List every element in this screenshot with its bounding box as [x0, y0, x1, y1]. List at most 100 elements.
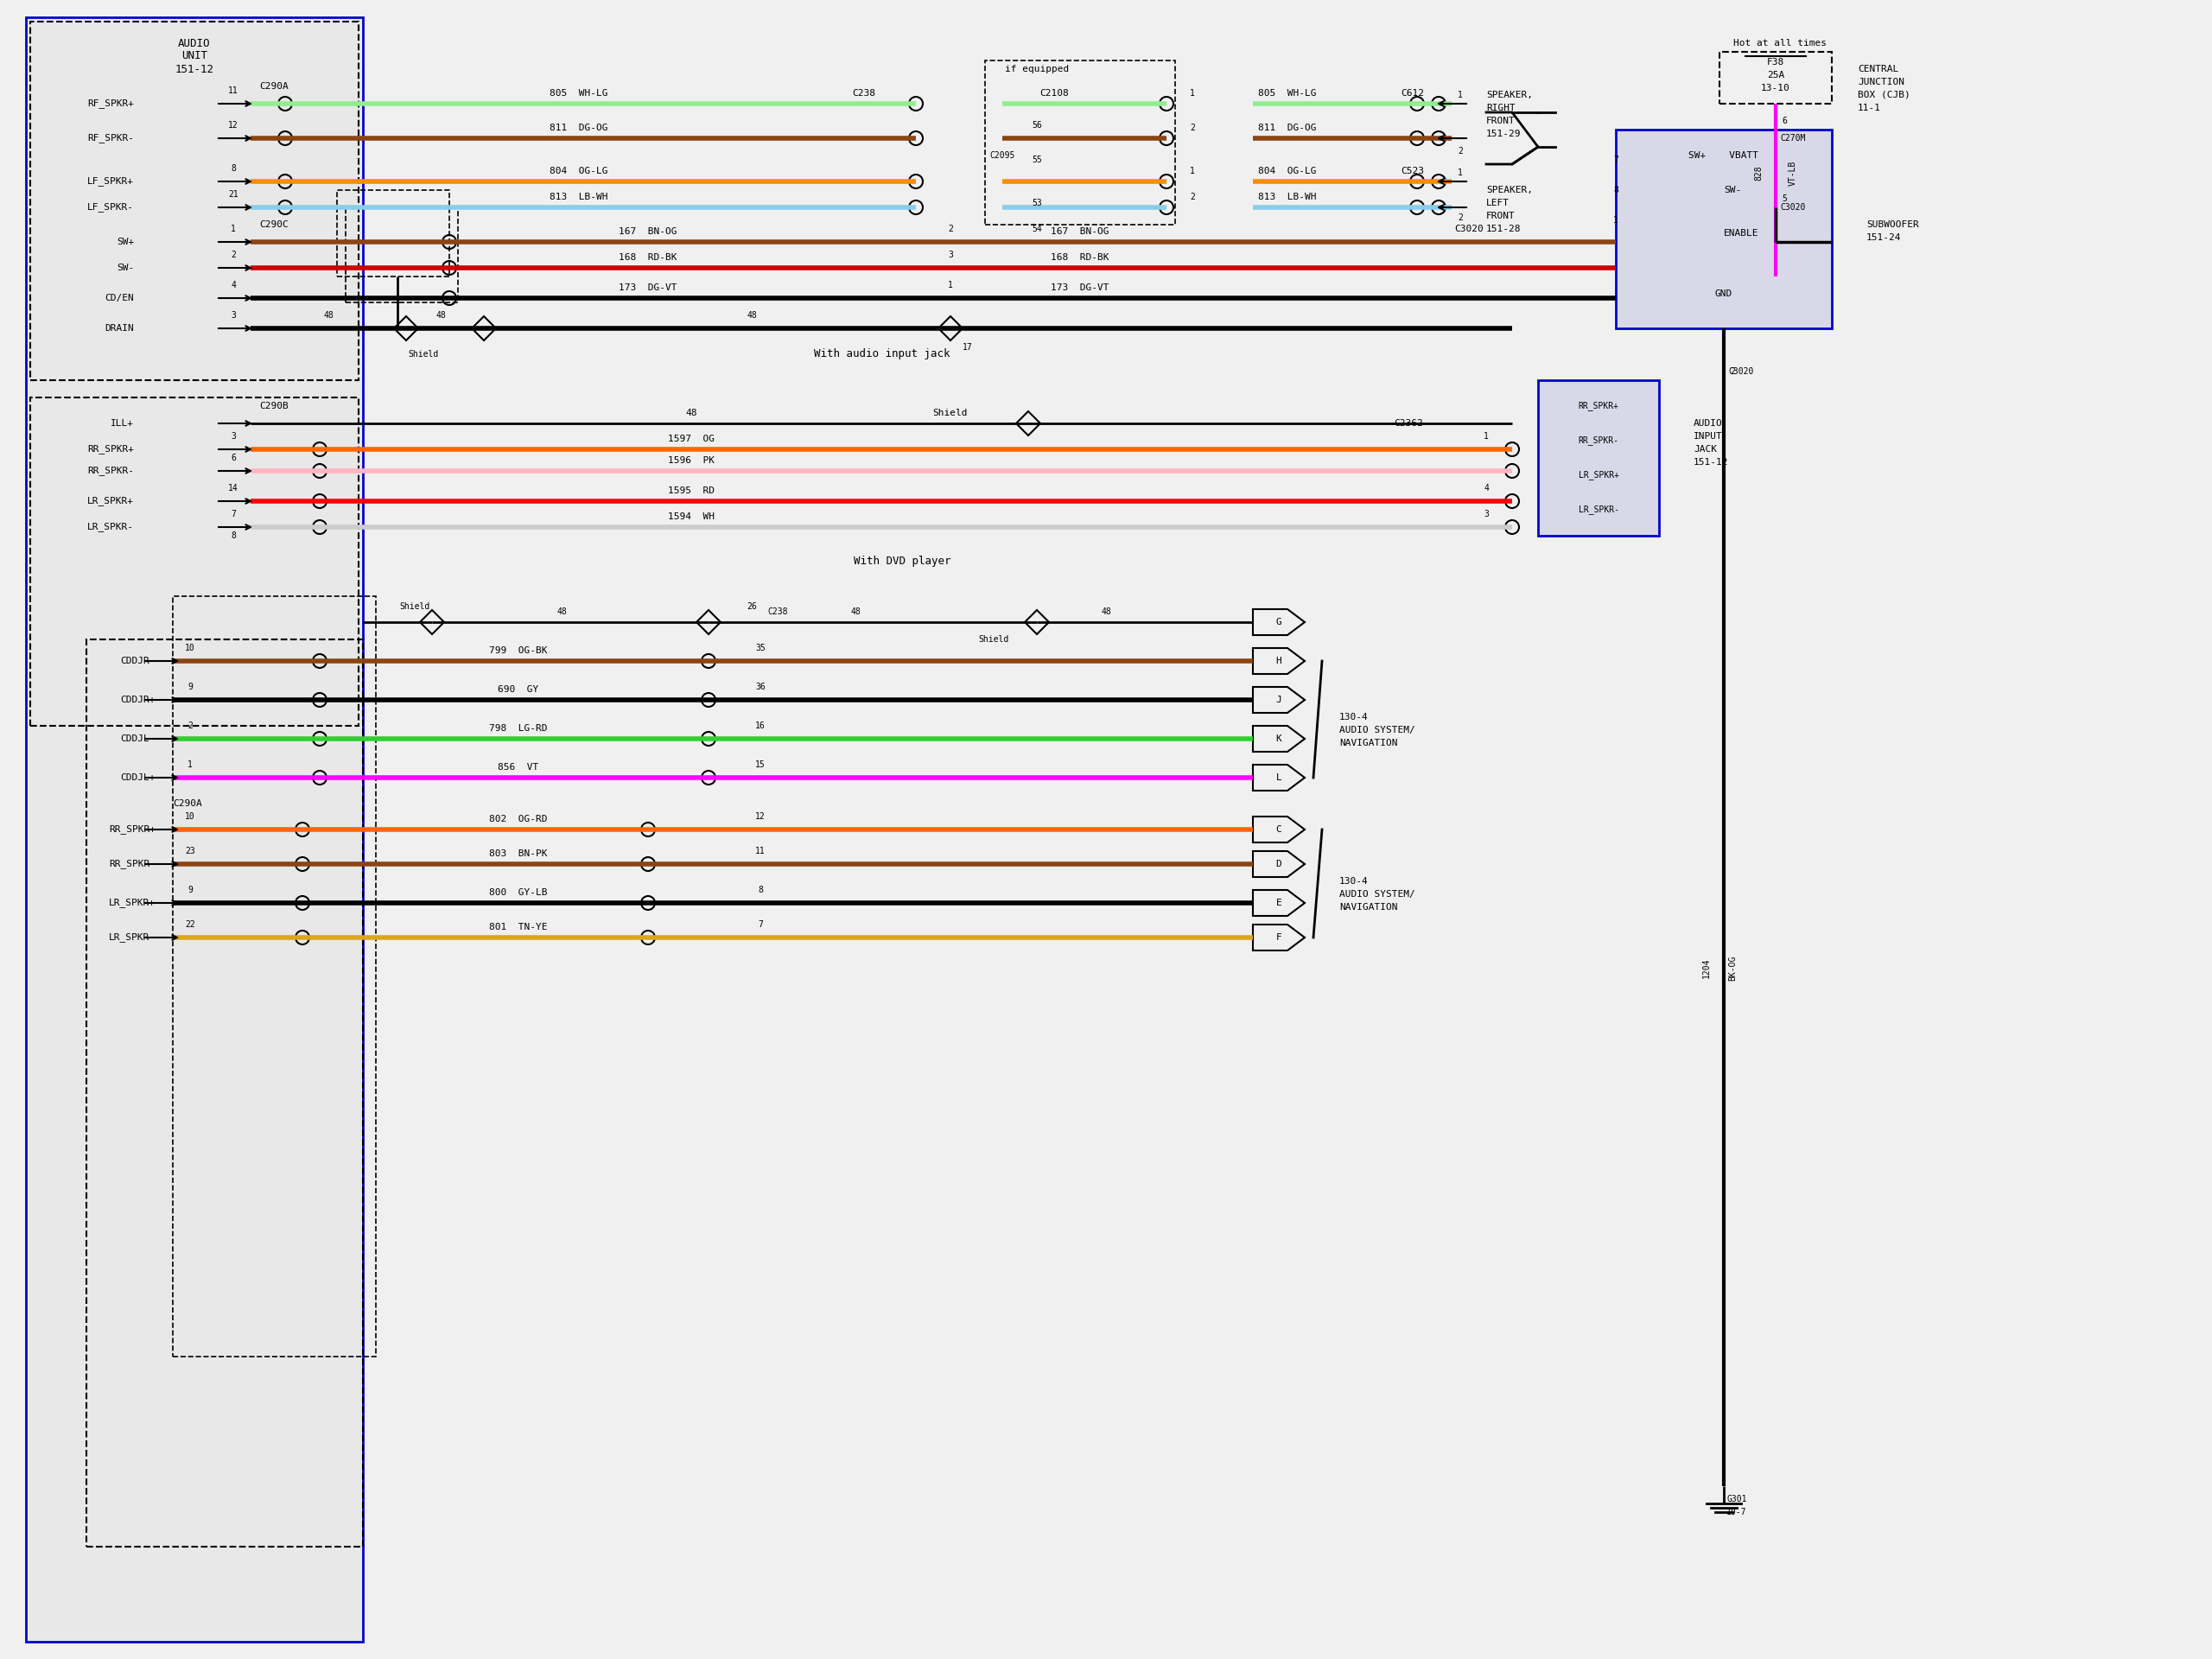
- Text: C2095: C2095: [989, 151, 1015, 159]
- Text: if equipped: if equipped: [1004, 65, 1068, 73]
- Text: C3020: C3020: [1453, 224, 1484, 234]
- Text: NAVIGATION: NAVIGATION: [1338, 738, 1398, 748]
- Text: 151-12: 151-12: [175, 63, 215, 75]
- Text: 168  RD-BK: 168 RD-BK: [1051, 254, 1108, 262]
- Text: D: D: [1276, 859, 1281, 868]
- Text: 1: 1: [1190, 168, 1194, 176]
- Text: 7: 7: [1613, 156, 1619, 164]
- Text: AUDIO SYSTEM/: AUDIO SYSTEM/: [1338, 727, 1416, 735]
- Text: C523: C523: [1400, 168, 1425, 176]
- Text: CDDJL-: CDDJL-: [119, 735, 155, 743]
- Text: 48: 48: [557, 607, 566, 615]
- Text: LR_SPKR-: LR_SPKR-: [1577, 504, 1619, 514]
- Text: RF_SPKR-: RF_SPKR-: [86, 133, 135, 143]
- Text: SUBWOOFER: SUBWOOFER: [1867, 221, 1918, 229]
- Text: 1204: 1204: [1703, 957, 1710, 977]
- Text: 54: 54: [1031, 224, 1042, 234]
- Text: 55: 55: [1031, 156, 1042, 164]
- Text: INPUT: INPUT: [1694, 431, 1723, 441]
- Text: C2362: C2362: [1394, 420, 1422, 428]
- Text: 11-1: 11-1: [1858, 103, 1880, 113]
- Text: F38: F38: [1767, 58, 1785, 66]
- Text: 151-28: 151-28: [1486, 224, 1522, 234]
- Text: CDDJR+: CDDJR+: [119, 695, 155, 703]
- Bar: [173, 596, 376, 1357]
- Text: 2: 2: [1458, 214, 1462, 222]
- Text: 9: 9: [188, 682, 192, 692]
- Text: 805  WH-LG: 805 WH-LG: [1259, 90, 1316, 98]
- Text: 13-10: 13-10: [1761, 85, 1790, 93]
- Text: LR_SPKR+: LR_SPKR+: [86, 496, 135, 506]
- Text: RR_SPKR+: RR_SPKR+: [108, 825, 155, 834]
- Text: C290A: C290A: [173, 800, 201, 808]
- Text: C238: C238: [768, 607, 787, 615]
- Text: 3: 3: [949, 251, 953, 259]
- Text: C3020: C3020: [1781, 202, 1805, 212]
- Text: With audio input jack: With audio input jack: [814, 348, 951, 360]
- Text: LF_SPKR-: LF_SPKR-: [86, 202, 135, 212]
- Text: 2: 2: [1190, 192, 1194, 201]
- Bar: [31, 398, 358, 727]
- Text: H: H: [1276, 657, 1281, 665]
- Text: 167  BN-OG: 167 BN-OG: [619, 227, 677, 236]
- Text: 6: 6: [230, 453, 237, 463]
- Text: 48: 48: [436, 312, 447, 320]
- Text: LEFT: LEFT: [1486, 199, 1509, 207]
- Text: VT-LB: VT-LB: [1790, 161, 1796, 186]
- Text: 6: 6: [1781, 116, 1787, 126]
- Text: 828: 828: [1754, 166, 1763, 181]
- Text: 130-4: 130-4: [1338, 878, 1369, 886]
- Text: 48: 48: [1102, 607, 1110, 615]
- Text: 15: 15: [754, 760, 765, 770]
- Text: C270M: C270M: [1781, 134, 1805, 143]
- Text: 813  LB-WH: 813 LB-WH: [1259, 192, 1316, 201]
- Text: 3: 3: [230, 431, 237, 441]
- Text: 8: 8: [1613, 186, 1619, 194]
- Text: SW+    VBATT: SW+ VBATT: [1688, 151, 1759, 159]
- Bar: [27, 17, 363, 1642]
- Text: 805  WH-LG: 805 WH-LG: [551, 90, 608, 98]
- Bar: [336, 191, 449, 277]
- Text: C290C: C290C: [259, 221, 288, 229]
- Text: LR_SPKR+: LR_SPKR+: [108, 898, 155, 907]
- Text: JACK: JACK: [1694, 445, 1717, 453]
- Text: C3020: C3020: [1728, 367, 1754, 377]
- Text: 8: 8: [759, 886, 763, 894]
- Text: 1: 1: [1458, 169, 1462, 178]
- Text: SW-: SW-: [117, 264, 135, 272]
- Text: 53: 53: [1031, 199, 1042, 207]
- Text: K: K: [1276, 735, 1281, 743]
- Text: JUNCTION: JUNCTION: [1858, 78, 1905, 86]
- Text: 856  VT: 856 VT: [498, 763, 540, 771]
- Text: 1596  PK: 1596 PK: [668, 456, 714, 465]
- Text: 1: 1: [1484, 431, 1489, 441]
- Text: 8: 8: [230, 531, 237, 541]
- Text: 690  GY: 690 GY: [498, 685, 540, 693]
- Text: 17: 17: [962, 343, 973, 352]
- Text: 173  DG-VT: 173 DG-VT: [1051, 284, 1108, 292]
- Text: FRONT: FRONT: [1486, 116, 1515, 126]
- Text: SPEAKER,: SPEAKER,: [1486, 91, 1533, 100]
- Text: 1595  RD: 1595 RD: [668, 486, 714, 494]
- Text: 173  DG-VT: 173 DG-VT: [619, 284, 677, 292]
- Text: 151-12: 151-12: [1694, 458, 1728, 466]
- Text: 800  GY-LB: 800 GY-LB: [489, 888, 549, 898]
- Text: 1: 1: [1190, 90, 1194, 98]
- Text: 801  TN-YE: 801 TN-YE: [489, 922, 549, 931]
- Text: LR_SPKR+: LR_SPKR+: [1577, 471, 1619, 479]
- Text: LR_SPKR-: LR_SPKR-: [108, 932, 155, 942]
- Text: LF_SPKR+: LF_SPKR+: [86, 178, 135, 186]
- Text: RR_SPKR-: RR_SPKR-: [1577, 436, 1619, 445]
- Text: 1: 1: [230, 224, 237, 234]
- Text: 10: 10: [186, 813, 195, 821]
- Text: CENTRAL: CENTRAL: [1858, 65, 1898, 73]
- Text: J: J: [1276, 695, 1281, 703]
- Text: 804  OG-LG: 804 OG-LG: [1259, 168, 1316, 176]
- Text: 168  RD-BK: 168 RD-BK: [619, 254, 677, 262]
- Text: 12: 12: [754, 813, 765, 821]
- Text: L: L: [1276, 773, 1281, 781]
- Text: RR_SPKR-: RR_SPKR-: [86, 466, 135, 476]
- Text: F: F: [1276, 932, 1281, 942]
- Text: CDDJR-: CDDJR-: [119, 657, 155, 665]
- Text: 802  OG-RD: 802 OG-RD: [489, 815, 549, 823]
